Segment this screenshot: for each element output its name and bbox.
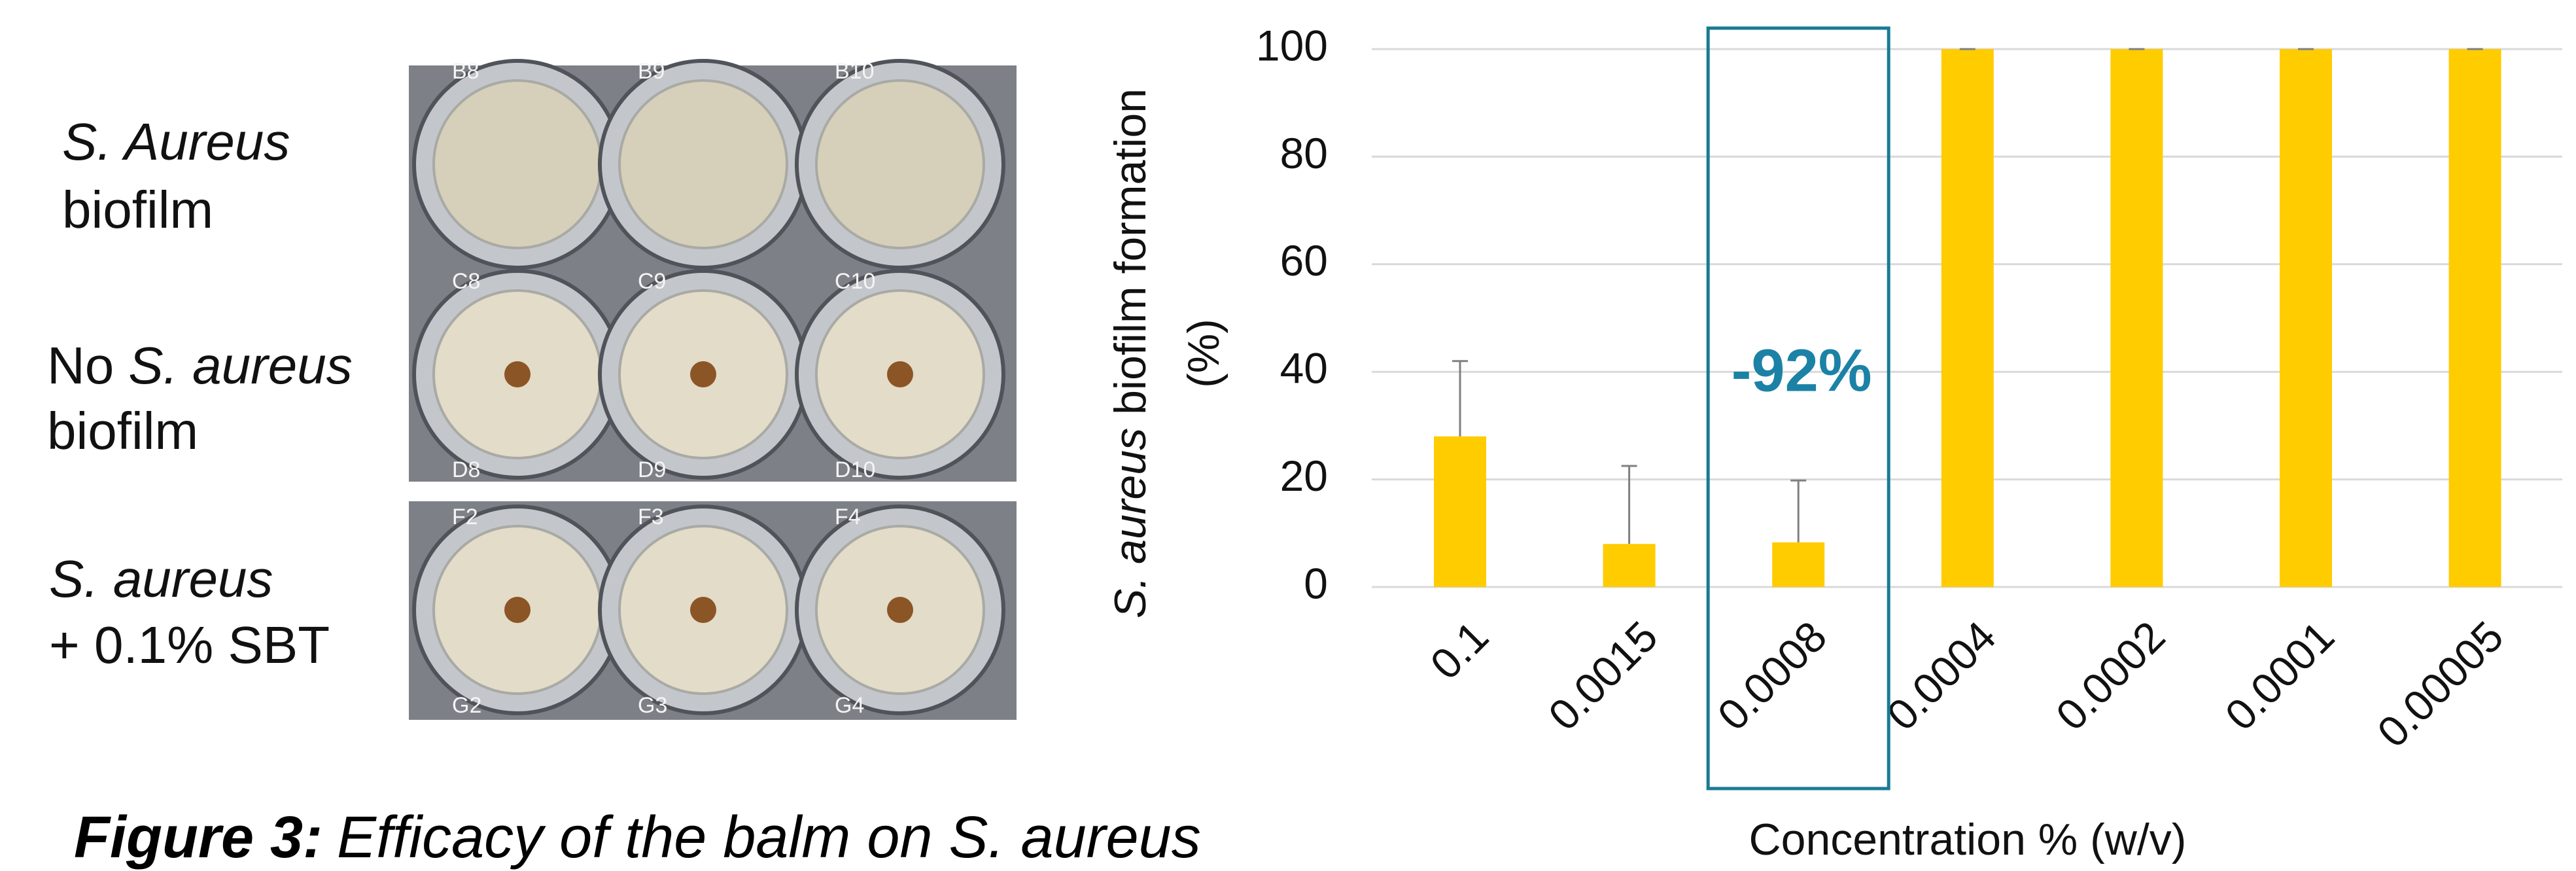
figure: Figure 3:Efficacy of the balm on S. aure…: [0, 0, 2576, 871]
y-axis-title-italic: S. aureus: [1105, 428, 1155, 618]
well-label: C8: [452, 269, 480, 294]
bar: [2110, 49, 2163, 587]
y-tick-label: 40: [1280, 344, 1328, 393]
pellet: [504, 361, 531, 387]
caption-text: Efficacy of the balm on S. aureus: [337, 805, 1201, 870]
row-label-part: + 0.1% SBT: [49, 616, 330, 674]
page: Figure 3:Efficacy of the balm on S. aure…: [0, 0, 2576, 871]
bar: [1603, 544, 1656, 587]
well-label: B9: [638, 59, 665, 84]
row-label: biofilm: [62, 181, 213, 239]
bar: [2449, 49, 2501, 587]
annotation: -92%: [1732, 337, 1872, 404]
x-axis-title: Concentration % (w/v): [1749, 815, 2187, 864]
well-label: F3: [638, 505, 664, 529]
pellet: [887, 597, 913, 623]
row-label-part: No: [47, 336, 114, 395]
caption-label: Figure 3:: [74, 805, 322, 870]
bar: [1772, 542, 1824, 587]
caption: Figure 3:Efficacy of the balm on S. aure…: [74, 805, 1201, 870]
well: [619, 80, 787, 248]
y-axis-title-text: biofilm formation: [1105, 88, 1155, 415]
well-label: G3: [638, 693, 667, 718]
row-label-part: S. aureus: [128, 336, 352, 395]
y-tick-label: 80: [1280, 129, 1328, 177]
well-label: B8: [452, 59, 479, 84]
y-tick-label: 60: [1280, 236, 1328, 285]
well-label: C10: [835, 269, 875, 294]
row-label-part: biofilm: [62, 181, 213, 239]
y-tick-label: 20: [1280, 452, 1328, 500]
well: [816, 80, 984, 248]
pellet: [504, 597, 531, 623]
pellet: [887, 361, 913, 387]
y-axis-title: S. aureus biofilm formation: [1105, 88, 1155, 618]
row-label: + 0.1% SBT: [49, 616, 330, 674]
row-label: biofilm: [47, 402, 198, 460]
well-label: D9: [638, 457, 666, 482]
pellet: [690, 597, 716, 623]
well-label: G2: [452, 693, 481, 718]
bar: [1434, 436, 1486, 587]
well-label: G4: [835, 693, 864, 718]
well-label: D10: [835, 457, 875, 482]
y-tick-label: 100: [1256, 21, 1328, 69]
well-label: C9: [638, 269, 666, 294]
y-axis-unit: (%): [1179, 319, 1228, 388]
row-label: S. aureus: [49, 550, 273, 608]
pellet: [690, 361, 716, 387]
y-tick-label: 0: [1304, 559, 1328, 607]
row-label-part: S. aureus: [49, 550, 273, 608]
well-label: D8: [452, 457, 480, 482]
well-label: B10: [835, 59, 875, 84]
bar: [2280, 49, 2332, 587]
well: [434, 80, 601, 248]
well-label: F4: [835, 505, 861, 529]
row-label: S. Aureus: [62, 113, 290, 171]
well-label: F2: [452, 505, 478, 529]
row-label-part: S. Aureus: [62, 113, 290, 171]
row-label-part: biofilm: [47, 402, 198, 460]
bar: [1941, 49, 1994, 587]
